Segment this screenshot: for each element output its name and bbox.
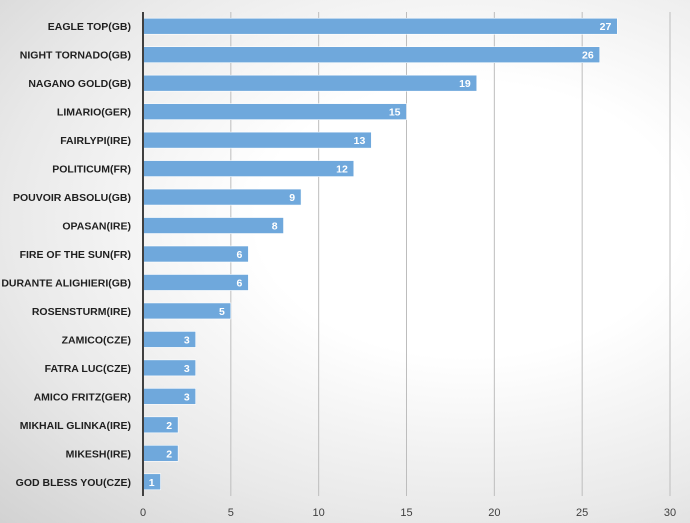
value-label-2: 19 [459,78,471,90]
bar-15 [142,444,179,462]
value-label-7: 8 [272,221,278,233]
category-label-9: DURANTE ALIGHIERI(GB) [1,277,131,289]
bar-2 [142,74,478,92]
value-label-6: 9 [289,192,295,204]
value-label-4: 13 [354,135,366,147]
category-label-3: LIMARIO(GER) [57,107,131,119]
category-label-11: ZAMICO(CZE) [62,334,131,346]
category-label-12: FATRA LUC(CZE) [45,363,131,375]
x-axis-ticks: 0 5 10 15 20 25 30 [140,507,676,519]
value-label-13: 3 [184,391,190,403]
category-label-1: NIGHT TORNADO(GB) [20,50,131,62]
bars [142,17,618,491]
bar-6 [142,188,302,206]
bar-1 [142,46,601,64]
value-label-0: 27 [600,21,612,33]
bar-10 [142,302,232,320]
x-tick-label-20: 20 [488,507,500,519]
x-tick-label-15: 15 [400,507,412,519]
gridlines [230,12,671,496]
category-label-0: EAGLE TOP(GB) [48,21,131,33]
category-label-5: POLITICUM(FR) [52,164,131,176]
value-label-14: 2 [166,420,172,432]
value-label-1: 26 [582,50,594,62]
category-label-6: POUVOIR ABSOLU(GB) [13,192,131,204]
bar-8 [142,245,249,263]
bar-14 [142,416,179,434]
category-label-2: NAGANO GOLD(GB) [28,78,131,90]
value-label-10: 5 [219,306,225,318]
category-label-15: MIKESH(IRE) [66,448,131,460]
bar-0 [142,17,618,35]
value-label-8: 6 [237,249,243,261]
value-label-5: 12 [336,164,348,176]
value-label-11: 3 [184,334,190,346]
value-label-9: 6 [237,277,243,289]
x-tick-label-30: 30 [664,507,676,519]
value-label-3: 15 [389,107,401,119]
bar-9 [142,274,249,291]
category-label-16: GOD BLESS YOU(CZE) [16,477,131,489]
value-labels: 27 26 19 15 13 12 9 8 6 6 5 3 3 3 2 2 1 [149,21,612,489]
bar-4 [142,131,372,149]
value-label-16: 1 [149,477,155,489]
x-tick-label-10: 10 [313,507,325,519]
value-label-12: 3 [184,363,190,375]
value-label-15: 2 [166,448,172,460]
x-tick-label-0: 0 [140,507,146,519]
category-label-10: ROSENSTURM(IRE) [32,306,131,318]
category-label-4: FAIRLYPI(IRE) [60,135,131,147]
x-tick-label-25: 25 [576,507,588,519]
category-label-14: MIKHAIL GLINKA(IRE) [20,420,131,432]
x-tick-label-5: 5 [228,507,234,519]
category-label-8: FIRE OF THE SUN(FR) [20,249,131,261]
category-label-13: AMICO FRITZ(GER) [34,391,131,403]
category-labels: EAGLE TOP(GB) NIGHT TORNADO(GB) NAGANO GOL… [1,21,131,489]
bar-5 [142,160,355,177]
category-label-7: OPASAN(IRE) [62,221,131,233]
bar-3 [142,103,407,120]
bar-7 [142,217,284,234]
